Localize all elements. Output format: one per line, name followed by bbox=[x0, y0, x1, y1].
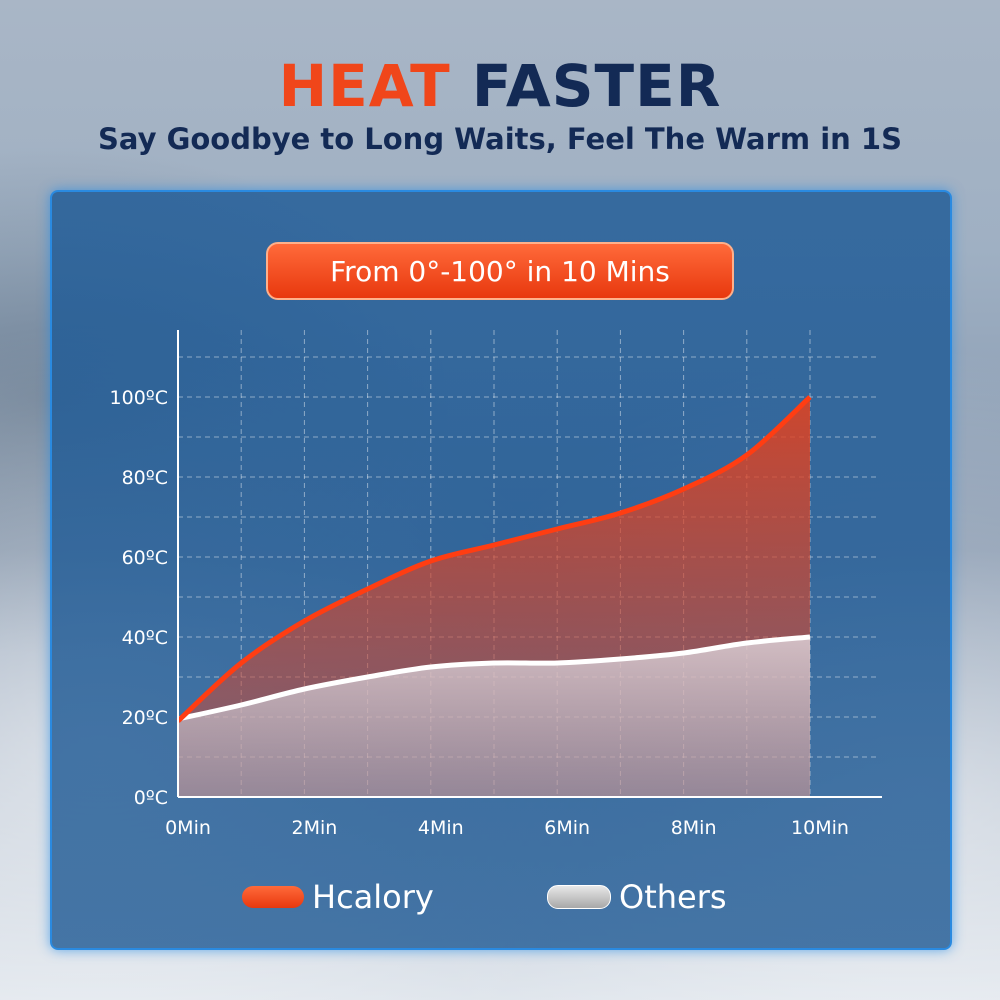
x-tick-label: 8Min bbox=[671, 817, 717, 839]
y-tick-label: 80ºC bbox=[122, 467, 168, 489]
legend-label-hcalory: Hcalory bbox=[312, 878, 434, 916]
y-tick-label: 0ºC bbox=[134, 787, 168, 809]
y-tick-label: 60ºC bbox=[122, 547, 168, 569]
y-tick-label: 20ºC bbox=[122, 707, 168, 729]
y-tick-label: 40ºC bbox=[122, 627, 168, 649]
legend-item-others: Others bbox=[547, 878, 727, 916]
y-tick-label: 100ºC bbox=[110, 387, 168, 409]
legend-label-others: Others bbox=[619, 878, 727, 916]
page-title: HEAT FASTER bbox=[0, 52, 1000, 120]
x-tick-label: 6Min bbox=[544, 817, 590, 839]
title-accent: HEAT bbox=[278, 52, 451, 120]
x-tick-label: 10Min bbox=[791, 817, 849, 839]
x-tick-label: 4Min bbox=[418, 817, 464, 839]
title-main: FASTER bbox=[471, 52, 722, 120]
headline-badge: From 0°-100° in 10 Mins bbox=[266, 242, 734, 300]
subtitle: Say Goodbye to Long Waits, Feel The Warm… bbox=[98, 122, 902, 156]
legend-item-hcalory: Hcalory bbox=[242, 878, 434, 916]
x-tick-label: 0Min bbox=[165, 817, 211, 839]
x-tick-label: 2Min bbox=[291, 817, 337, 839]
line-others bbox=[177, 634, 811, 722]
legend-swatch-others bbox=[547, 885, 611, 909]
area-others bbox=[178, 637, 810, 797]
line-hcalory bbox=[176, 395, 812, 723]
legend-swatch-hcalory bbox=[242, 886, 304, 908]
